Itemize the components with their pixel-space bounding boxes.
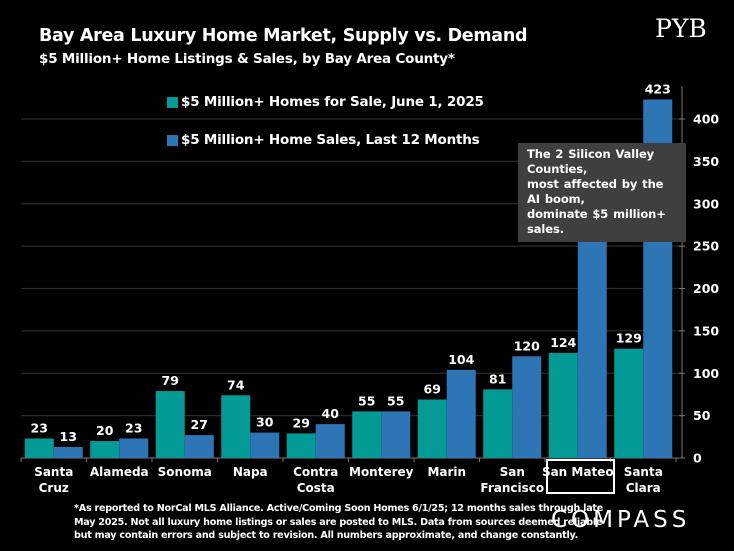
data-label: 55 xyxy=(387,393,404,408)
x-tick-label: San Mateo xyxy=(542,465,614,479)
annotation-line: The 2 Silicon Valley Counties, xyxy=(527,147,655,176)
y-tick-label: 250 xyxy=(693,239,719,254)
pyb-logo: PYB xyxy=(655,14,707,43)
bar-sales xyxy=(184,435,214,458)
data-label: 40 xyxy=(322,406,340,421)
x-tick-label: Costa xyxy=(297,481,335,495)
x-tick-label: Santa xyxy=(34,465,73,479)
y-tick-label: 400 xyxy=(693,112,719,127)
data-label: 20 xyxy=(96,423,114,438)
legend-label-for-sale: $5 Million+ Homes for Sale, June 1, 2025 xyxy=(181,94,484,110)
bar-for-sale xyxy=(417,399,447,458)
x-tick-label: Contra xyxy=(293,465,338,479)
highlight-box-san-mateo xyxy=(546,459,615,494)
data-label: 120 xyxy=(514,338,540,353)
data-label: 74 xyxy=(227,377,245,392)
bar-sales xyxy=(119,438,149,458)
x-tick-label: Monterey xyxy=(349,465,414,479)
bar-sales xyxy=(512,356,542,458)
legend-swatch-for-sale xyxy=(167,96,178,108)
data-label: 69 xyxy=(424,382,441,397)
bar-sales xyxy=(577,222,607,458)
data-label: 23 xyxy=(125,421,142,436)
footnote-line: *As reported to NorCal MLS Alliance. Act… xyxy=(74,503,604,514)
bar-sales xyxy=(446,369,476,458)
footnote-line: May 2025. Not all luxury home listings o… xyxy=(74,516,603,528)
legend-label-sales: $5 Million+ Home Sales, Last 12 Months xyxy=(181,132,480,148)
data-label: 423 xyxy=(645,82,671,97)
footnote: *As reported to NorCal MLS Alliance. Act… xyxy=(74,502,603,543)
x-tick-label: Napa xyxy=(233,465,268,479)
x-tick-label: Clara xyxy=(626,481,661,495)
y-tick-label: 150 xyxy=(693,323,719,338)
data-label: 29 xyxy=(293,415,310,430)
x-tick-label: Cruz xyxy=(39,481,69,495)
y-tick-label: 0 xyxy=(693,451,702,466)
data-label: 30 xyxy=(256,415,274,430)
bar-for-sale xyxy=(614,348,644,458)
chart-title: Bay Area Luxury Home Market, Supply vs. … xyxy=(39,26,528,46)
x-tick-label: Alameda xyxy=(90,465,149,479)
x-tick-label: Francisco xyxy=(480,481,544,495)
bar-sales xyxy=(315,424,345,458)
chart-subtitle: $5 Million+ Home Listings & Sales, by Ba… xyxy=(39,51,455,67)
legend-swatch-sales xyxy=(167,134,178,146)
y-tick-label: 200 xyxy=(693,281,719,296)
legend: $5 Million+ Homes for Sale, June 1, 2025… xyxy=(167,92,484,168)
x-tick-label: Sonoma xyxy=(158,465,212,479)
bar-sales xyxy=(381,411,411,458)
bar-for-sale xyxy=(352,411,382,458)
data-label: 79 xyxy=(162,373,179,388)
bar-for-sale xyxy=(483,389,513,458)
y-tick-label: 50 xyxy=(693,408,711,423)
data-label: 27 xyxy=(191,417,208,432)
data-label: 129 xyxy=(616,331,642,346)
bar-sales xyxy=(53,446,83,458)
data-label: 23 xyxy=(31,421,48,436)
y-tick-label: 100 xyxy=(693,366,719,381)
y-tick-label: 300 xyxy=(693,196,719,211)
annotation-callout: The 2 Silicon Valley Counties, most affe… xyxy=(518,143,686,242)
data-label: 55 xyxy=(358,393,375,408)
legend-item-for-sale: $5 Million+ Homes for Sale, June 1, 2025 xyxy=(167,92,484,112)
data-label: 13 xyxy=(60,429,77,444)
compass-logo: COMPASS xyxy=(551,507,691,533)
data-label: 81 xyxy=(489,371,506,386)
bar-for-sale xyxy=(221,395,251,458)
annotation-line: dominate $5 million+ sales. xyxy=(527,207,666,236)
bar-for-sale xyxy=(286,433,316,458)
bar-for-sale xyxy=(90,441,120,458)
footnote-line: but may contain errors and subject to re… xyxy=(74,530,578,541)
y-tick-label: 350 xyxy=(693,154,719,169)
data-label: 124 xyxy=(550,335,576,350)
legend-item-sales: $5 Million+ Home Sales, Last 12 Months xyxy=(167,130,484,150)
bar-sales xyxy=(250,432,280,458)
bar-for-sale xyxy=(155,391,185,458)
data-label: 104 xyxy=(448,352,474,367)
x-tick-label: Marin xyxy=(427,465,466,479)
bar-for-sale xyxy=(24,438,54,458)
x-tick-label: San xyxy=(500,465,525,479)
x-tick-label: Santa xyxy=(624,465,663,479)
annotation-line: most affected by the AI boom, xyxy=(527,177,664,206)
bar-for-sale xyxy=(548,352,578,458)
